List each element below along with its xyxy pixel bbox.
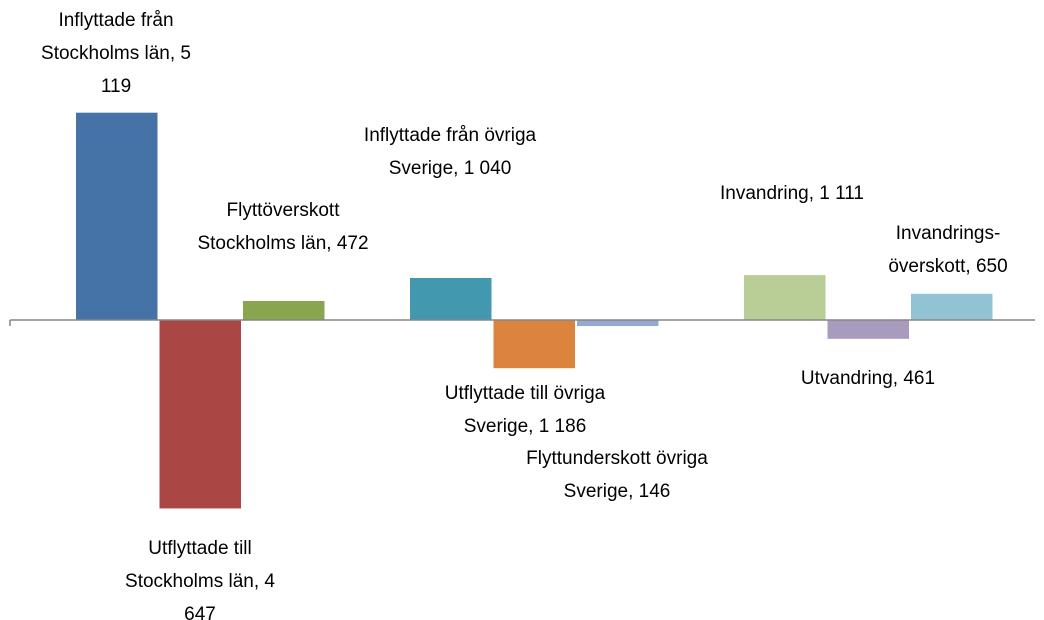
data-label: Invandring, 1 111 (719, 183, 864, 204)
bar (827, 320, 909, 339)
bar (493, 320, 575, 369)
bar (744, 275, 826, 321)
data-label: Utvandring, 461 (800, 368, 936, 389)
bar (243, 301, 325, 321)
data-label: Inflyttade från Stockholms län, 5 119 (41, 10, 191, 97)
data-label: Utflyttade till Stockholms län, 4 647 (125, 538, 275, 620)
data-label: Invandrings-överskott, 650 (888, 223, 1008, 277)
bar (76, 112, 158, 321)
data-label: Inflyttade från övriga Sverige, 1 040 (363, 125, 537, 179)
bar (911, 293, 993, 321)
bar (410, 277, 492, 321)
data-label: Flyttöverskott Stockholms län, 472 (197, 200, 369, 254)
bar (577, 320, 659, 327)
data-label: Utflyttade till övriga Sverige, 1 186 (444, 383, 606, 437)
data-label: Flyttunderskott övriga Sverige, 146 (526, 448, 708, 502)
bar (159, 320, 241, 509)
